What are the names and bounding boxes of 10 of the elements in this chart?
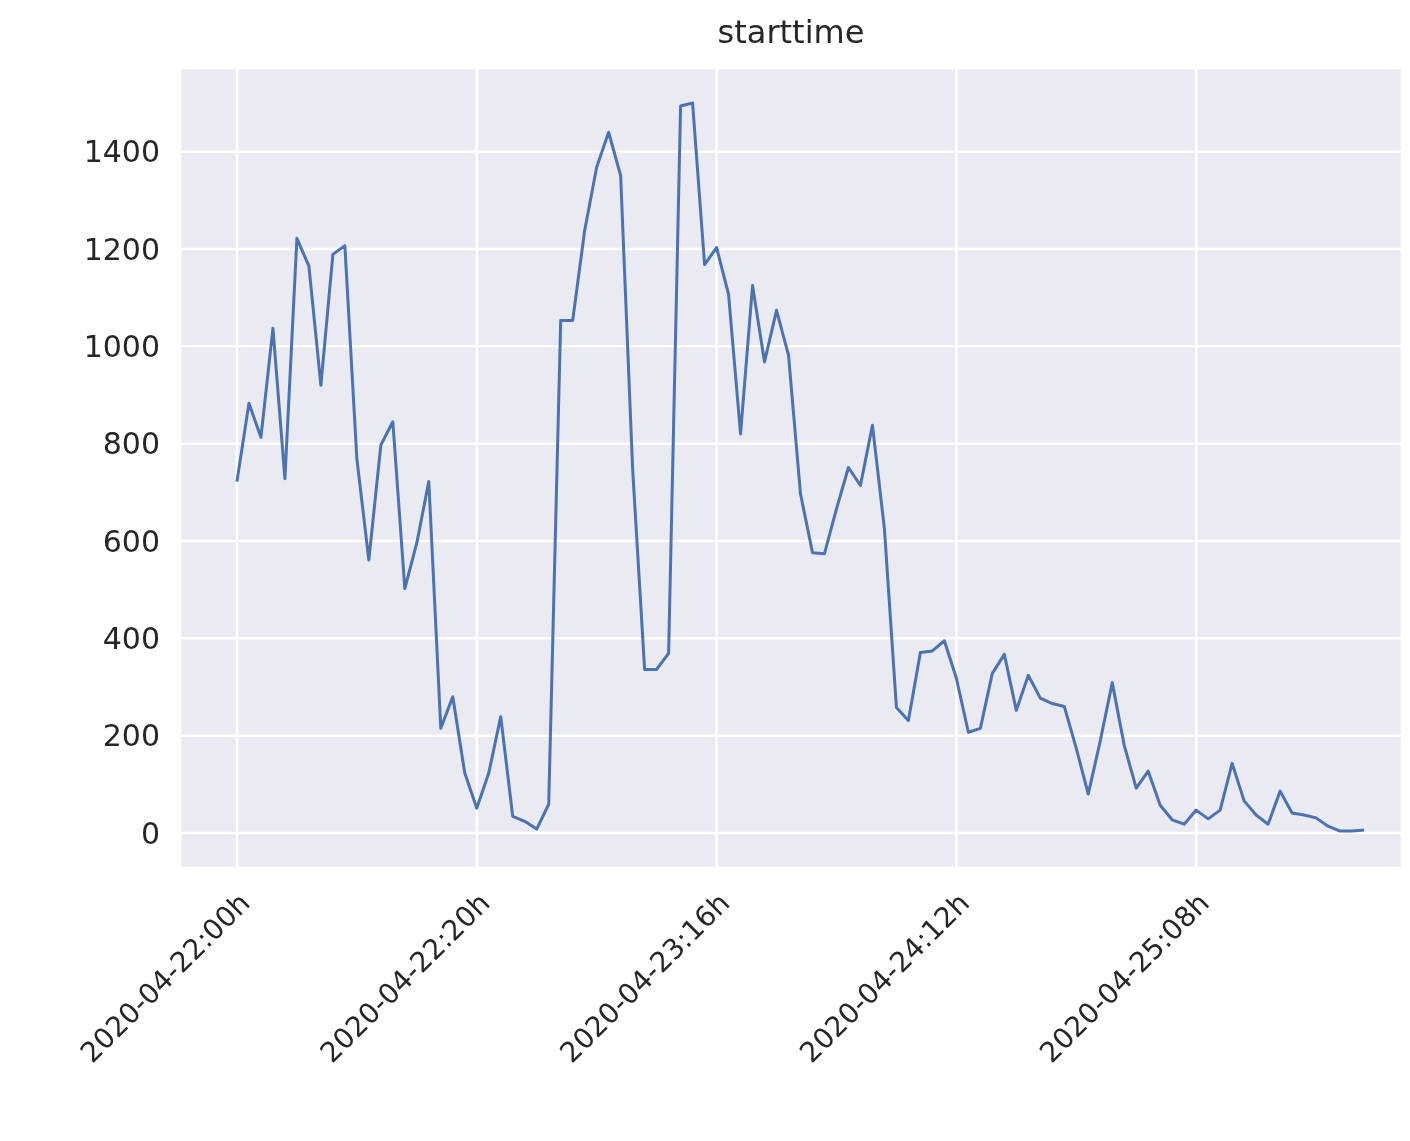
y-tick-label: 1400 [83,134,160,170]
y-tick-label: 0 [140,815,160,851]
chart-title: starttime [716,12,866,53]
y-tick-label: 1200 [83,231,160,267]
y-tick-label: 1000 [83,329,160,364]
y-tick-label: 200 [102,718,160,754]
line-series [235,101,1366,833]
y-tick-label: 600 [102,523,160,559]
y-tick-label: 400 [102,620,160,656]
y-tick-label: 800 [102,426,160,462]
